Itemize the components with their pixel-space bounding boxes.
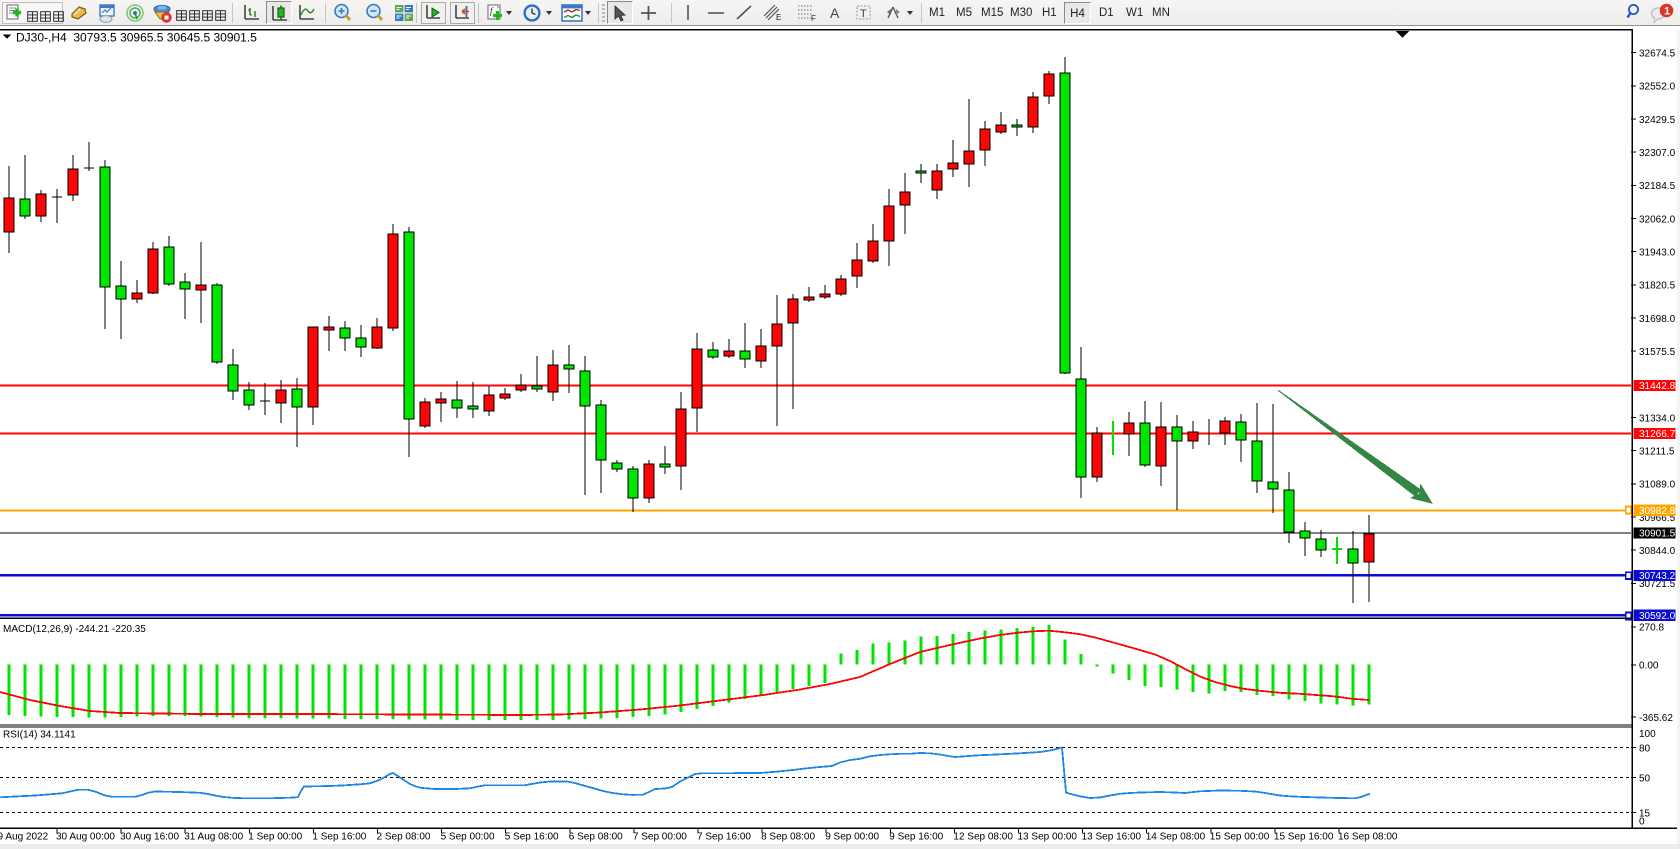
svg-text:7 Sep 16:00: 7 Sep 16:00 xyxy=(697,832,751,843)
svg-text:30743.2: 30743.2 xyxy=(1639,571,1676,582)
svg-text:32062.0: 32062.0 xyxy=(1639,214,1676,225)
svg-text:7 Sep 00:00: 7 Sep 00:00 xyxy=(633,832,687,843)
svg-text:16 Sep 08:00: 16 Sep 08:00 xyxy=(1338,832,1398,843)
svg-text:31089.0: 31089.0 xyxy=(1639,480,1676,491)
svg-text:30 Aug 00:00: 30 Aug 00:00 xyxy=(56,832,115,843)
svg-text:6 Sep 08:00: 6 Sep 08:00 xyxy=(569,832,623,843)
svg-text:31943.0: 31943.0 xyxy=(1639,248,1676,259)
svg-text:5 Sep 16:00: 5 Sep 16:00 xyxy=(505,832,559,843)
svg-text:31211.5: 31211.5 xyxy=(1639,447,1675,458)
svg-text:30982.8: 30982.8 xyxy=(1639,506,1676,517)
svg-text:f: f xyxy=(490,6,494,16)
svg-text:30721.5: 30721.5 xyxy=(1639,579,1676,590)
svg-text:13 Sep 16:00: 13 Sep 16:00 xyxy=(1082,832,1142,843)
svg-text:32429.5: 32429.5 xyxy=(1639,115,1676,126)
svg-text:30901.5: 30901.5 xyxy=(1639,529,1676,540)
svg-text:30592.0: 30592.0 xyxy=(1639,611,1676,622)
svg-text:31 Aug 08:00: 31 Aug 08:00 xyxy=(184,832,243,843)
svg-text:15 Sep 00:00: 15 Sep 00:00 xyxy=(1210,832,1270,843)
svg-text:31698.0: 31698.0 xyxy=(1639,314,1676,325)
svg-text:0.00: 0.00 xyxy=(1639,661,1659,672)
svg-text:13 Sep 00:00: 13 Sep 00:00 xyxy=(1018,832,1078,843)
svg-text:1: 1 xyxy=(1664,6,1670,18)
svg-text:31334.0: 31334.0 xyxy=(1639,413,1676,424)
svg-text:31442.8: 31442.8 xyxy=(1639,381,1676,392)
svg-text:8 Sep 08:00: 8 Sep 08:00 xyxy=(761,832,815,843)
svg-text:MACD(12,26,9) -244.21 -220.35: MACD(12,26,9) -244.21 -220.35 xyxy=(3,624,146,635)
svg-text:32307.0: 32307.0 xyxy=(1639,148,1676,159)
svg-text:9 Sep 00:00: 9 Sep 00:00 xyxy=(825,832,879,843)
svg-text:31575.5: 31575.5 xyxy=(1639,347,1676,358)
svg-text:DJ30-,H4 30793.5 30965.5 3064: DJ30-,H4 30793.5 30965.5 30645.5 30901.5 xyxy=(16,31,257,45)
svg-text:31266.7: 31266.7 xyxy=(1639,429,1676,440)
svg-text:1 Sep 00:00: 1 Sep 00:00 xyxy=(248,832,302,843)
svg-text:0: 0 xyxy=(1639,816,1645,827)
svg-text:270.8: 270.8 xyxy=(1639,623,1664,634)
svg-text:32552.0: 32552.0 xyxy=(1639,82,1676,93)
svg-text:32184.5: 32184.5 xyxy=(1639,181,1676,192)
svg-text:A: A xyxy=(830,5,840,21)
svg-text:31820.5: 31820.5 xyxy=(1639,281,1676,292)
svg-text:29 Aug 2022: 29 Aug 2022 xyxy=(0,832,49,843)
svg-text:F: F xyxy=(811,14,816,23)
svg-text:E: E xyxy=(776,13,781,22)
svg-text:30844.0: 30844.0 xyxy=(1639,546,1676,557)
svg-text:32674.5: 32674.5 xyxy=(1639,49,1676,60)
svg-text:15 Sep 16:00: 15 Sep 16:00 xyxy=(1274,832,1334,843)
svg-text:12 Sep 08:00: 12 Sep 08:00 xyxy=(953,832,1013,843)
svg-text:-365.62: -365.62 xyxy=(1639,713,1673,724)
svg-text:50: 50 xyxy=(1639,773,1651,784)
svg-text:100: 100 xyxy=(1639,729,1656,740)
svg-text:15: 15 xyxy=(1639,809,1651,820)
svg-text:T: T xyxy=(860,8,867,20)
svg-text:14 Sep 08:00: 14 Sep 08:00 xyxy=(1146,832,1206,843)
svg-text:2 Sep 08:00: 2 Sep 08:00 xyxy=(377,832,431,843)
svg-text:30 Aug 16:00: 30 Aug 16:00 xyxy=(120,832,179,843)
svg-text:1 Sep 16:00: 1 Sep 16:00 xyxy=(312,832,366,843)
svg-text:5 Sep 00:00: 5 Sep 00:00 xyxy=(441,832,495,843)
svg-text:9 Sep 16:00: 9 Sep 16:00 xyxy=(889,832,943,843)
svg-text:80: 80 xyxy=(1639,744,1651,755)
svg-text:RSI(14) 34.1141: RSI(14) 34.1141 xyxy=(3,730,76,741)
svg-text:30966.5: 30966.5 xyxy=(1639,513,1676,524)
